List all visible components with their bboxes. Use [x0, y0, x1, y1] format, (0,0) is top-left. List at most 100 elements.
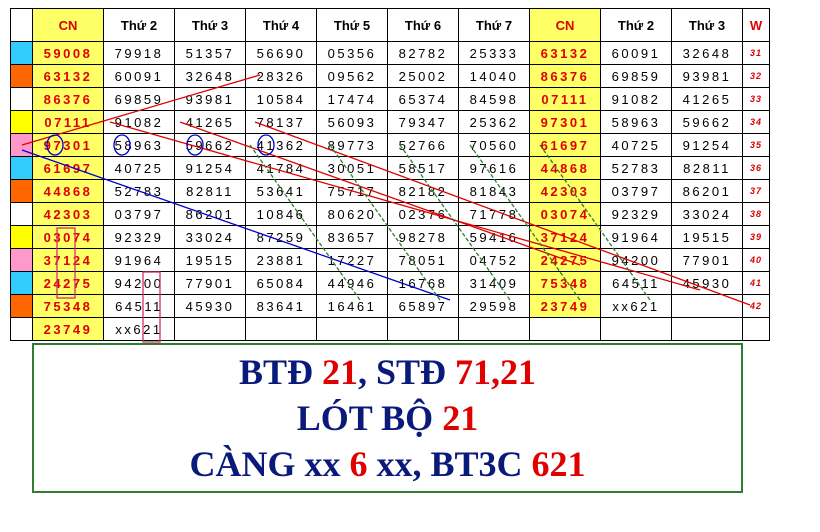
number-cell: 28326 — [245, 64, 317, 88]
week-cell: 38 — [742, 202, 770, 226]
number-cell — [387, 317, 459, 341]
number-cell: 71778 — [458, 202, 530, 226]
week-cell — [742, 317, 770, 341]
header-cell: Thứ 4 — [245, 8, 317, 42]
number-cell: 75348 — [32, 294, 104, 318]
number-cell: 19515 — [671, 225, 743, 249]
number-cell: 82811 — [671, 156, 743, 180]
number-cell: 04752 — [458, 248, 530, 272]
row-color — [10, 87, 33, 111]
number-cell: 61697 — [32, 156, 104, 180]
number-cell: 77901 — [671, 248, 743, 272]
row-color — [10, 64, 33, 88]
number-cell: 98278 — [387, 225, 459, 249]
week-cell: 32 — [742, 64, 770, 88]
data-row: 61697 40725 91254 41784 30051 58517 97616 44868… — [10, 156, 770, 180]
number-cell — [458, 317, 530, 341]
number-cell — [671, 317, 743, 341]
number-cell: 02376 — [387, 202, 459, 226]
number-cell: 97301 — [32, 133, 104, 157]
header-cell: W — [742, 8, 770, 42]
summary-line: LÓT BỘ 21 — [297, 396, 478, 440]
number-cell: 32648 — [174, 64, 246, 88]
number-cell — [316, 317, 388, 341]
number-cell: 79347 — [387, 110, 459, 134]
number-cell: 25362 — [458, 110, 530, 134]
number-cell: 58963 — [600, 110, 672, 134]
number-cell: 44946 — [316, 271, 388, 295]
row-color — [10, 271, 33, 295]
number-cell: 84598 — [458, 87, 530, 111]
number-cell: 63132 — [32, 64, 104, 88]
number-cell: 45930 — [671, 271, 743, 295]
number-cell: 82811 — [174, 179, 246, 203]
header-cell: Thứ 6 — [387, 8, 459, 42]
week-cell: 31 — [742, 41, 770, 65]
number-cell: 58963 — [103, 133, 175, 157]
number-cell: 33024 — [174, 225, 246, 249]
number-cell: 94200 — [600, 248, 672, 272]
number-cell: 51357 — [174, 41, 246, 65]
number-cell: 82782 — [387, 41, 459, 65]
summary-text: xx, BT3C — [367, 444, 532, 484]
corner-cell — [10, 8, 33, 42]
number-cell: 97301 — [529, 110, 601, 134]
row-color — [10, 202, 33, 226]
number-cell: 25002 — [387, 64, 459, 88]
number-cell: xx621 — [103, 317, 175, 341]
number-cell: 16461 — [316, 294, 388, 318]
data-row: 97301 58963 59662 41362 89773 52766 70560 61697… — [10, 133, 770, 157]
summary-box: BTĐ 21, STĐ 71,21 LÓT BỘ 21 CÀNG xx 6 xx, … — [32, 343, 743, 493]
number-cell: 14040 — [458, 64, 530, 88]
number-cell: 65374 — [387, 87, 459, 111]
summary-text: 21 — [442, 398, 479, 438]
number-cell — [600, 317, 672, 341]
number-cell: 86201 — [174, 202, 246, 226]
summary-text: , STĐ — [358, 352, 456, 392]
number-cell: 92329 — [103, 225, 175, 249]
number-cell: 03074 — [32, 225, 104, 249]
number-cell: 78137 — [245, 110, 317, 134]
number-cell: 52783 — [600, 156, 672, 180]
number-cell: 25333 — [458, 41, 530, 65]
number-cell: 80620 — [316, 202, 388, 226]
summary-text: 21 — [322, 352, 358, 392]
summary-line: BTĐ 21, STĐ 71,21 — [239, 350, 536, 394]
number-cell: 42303 — [32, 202, 104, 226]
number-cell: 44868 — [32, 179, 104, 203]
number-cell: 52783 — [103, 179, 175, 203]
number-cell: 75348 — [529, 271, 601, 295]
number-cell: 91964 — [103, 248, 175, 272]
number-cell: 83657 — [316, 225, 388, 249]
header-cell: CN — [32, 8, 104, 42]
number-cell: 44868 — [529, 156, 601, 180]
number-cell: 86376 — [32, 87, 104, 111]
number-cell: 41265 — [174, 110, 246, 134]
number-cell: 41265 — [671, 87, 743, 111]
number-cell: 65897 — [387, 294, 459, 318]
number-cell: 91254 — [174, 156, 246, 180]
number-cell: 59416 — [458, 225, 530, 249]
number-cell: 41784 — [245, 156, 317, 180]
week-cell: 37 — [742, 179, 770, 203]
number-cell: 03797 — [103, 202, 175, 226]
number-cell: 94200 — [103, 271, 175, 295]
number-cell: 81843 — [458, 179, 530, 203]
number-cell: 65084 — [245, 271, 317, 295]
summary-text: 621 — [531, 444, 586, 484]
summary-text: BTĐ — [238, 352, 322, 392]
number-cell: 93981 — [671, 64, 743, 88]
number-cell: 19515 — [174, 248, 246, 272]
row-color — [10, 248, 33, 272]
week-cell: 41 — [742, 271, 770, 295]
number-cell: 30051 — [316, 156, 388, 180]
data-row: 75348 64511 45930 83641 16461 65897 29598 23749… — [10, 294, 770, 318]
week-cell: 40 — [742, 248, 770, 272]
row-color — [10, 317, 33, 341]
number-cell: 31409 — [458, 271, 530, 295]
data-row: 44868 52783 82811 53641 75717 82182 81843 42303… — [10, 179, 770, 203]
header-cell: Thứ 3 — [671, 8, 743, 42]
number-cell — [245, 317, 317, 341]
number-cell: 97616 — [458, 156, 530, 180]
